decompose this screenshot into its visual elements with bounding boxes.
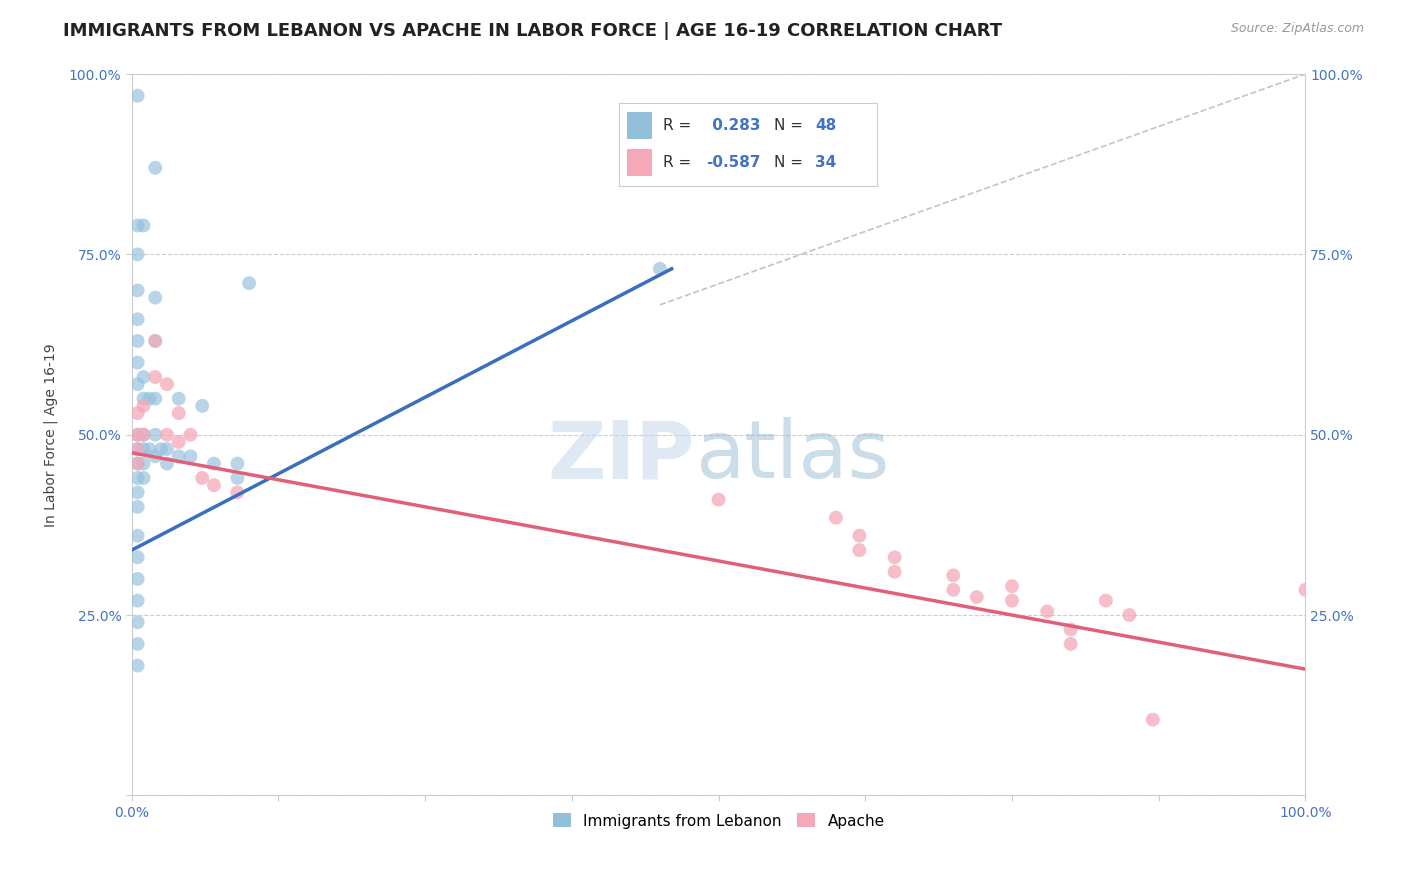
- Point: [127, 550, 149, 565]
- Point: [883, 550, 905, 565]
- Point: [226, 457, 249, 471]
- Point: [238, 277, 260, 291]
- Point: [167, 434, 190, 449]
- Point: [127, 312, 149, 326]
- Point: [179, 450, 201, 464]
- Point: [132, 392, 155, 406]
- Point: [127, 471, 149, 485]
- Point: [1142, 713, 1164, 727]
- Point: [966, 590, 988, 604]
- Text: IMMIGRANTS FROM LEBANON VS APACHE IN LABOR FORCE | AGE 16-19 CORRELATION CHART: IMMIGRANTS FROM LEBANON VS APACHE IN LAB…: [63, 22, 1002, 40]
- Point: [127, 355, 149, 369]
- Point: [150, 442, 173, 457]
- Point: [127, 593, 149, 607]
- Point: [127, 572, 149, 586]
- Point: [191, 471, 214, 485]
- Point: [127, 334, 149, 348]
- Point: [127, 427, 149, 442]
- Point: [127, 500, 149, 514]
- Text: atlas: atlas: [695, 417, 890, 495]
- Point: [132, 370, 155, 384]
- Point: [226, 471, 249, 485]
- Point: [1294, 582, 1316, 597]
- Point: [132, 427, 155, 442]
- Point: [143, 334, 166, 348]
- Point: [138, 392, 160, 406]
- Point: [942, 582, 965, 597]
- Point: [848, 529, 870, 543]
- Point: [132, 471, 155, 485]
- Point: [127, 615, 149, 630]
- Point: [127, 247, 149, 261]
- Point: [648, 261, 671, 276]
- Point: [132, 442, 155, 457]
- Point: [127, 457, 149, 471]
- Point: [132, 219, 155, 233]
- Point: [127, 427, 149, 442]
- Point: [127, 88, 149, 103]
- Point: [179, 427, 201, 442]
- Point: [167, 392, 190, 406]
- Point: [138, 442, 160, 457]
- Point: [202, 478, 225, 492]
- Point: [1060, 623, 1083, 637]
- Point: [127, 658, 149, 673]
- Point: [156, 427, 179, 442]
- Point: [143, 370, 166, 384]
- Point: [1001, 593, 1024, 607]
- Point: [156, 377, 179, 392]
- Point: [942, 568, 965, 582]
- Point: [143, 334, 166, 348]
- Point: [191, 399, 214, 413]
- Y-axis label: In Labor Force | Age 16-19: In Labor Force | Age 16-19: [44, 343, 58, 526]
- Point: [883, 565, 905, 579]
- Point: [127, 457, 149, 471]
- Point: [127, 442, 149, 457]
- Point: [127, 284, 149, 298]
- Text: Source: ZipAtlas.com: Source: ZipAtlas.com: [1230, 22, 1364, 36]
- Point: [143, 450, 166, 464]
- Point: [1095, 593, 1118, 607]
- Point: [167, 450, 190, 464]
- Point: [226, 485, 249, 500]
- Point: [143, 392, 166, 406]
- Point: [825, 510, 848, 524]
- Point: [127, 219, 149, 233]
- Point: [127, 529, 149, 543]
- Point: [143, 427, 166, 442]
- Point: [1060, 637, 1083, 651]
- Point: [127, 406, 149, 420]
- Point: [143, 291, 166, 305]
- Point: [143, 161, 166, 175]
- Point: [127, 485, 149, 500]
- Point: [1001, 579, 1024, 593]
- Point: [127, 442, 149, 457]
- Legend: Immigrants from Lebanon, Apache: Immigrants from Lebanon, Apache: [547, 807, 891, 835]
- Point: [167, 406, 190, 420]
- Point: [127, 377, 149, 392]
- Point: [156, 457, 179, 471]
- Point: [1118, 608, 1140, 623]
- Point: [1036, 604, 1059, 618]
- Point: [132, 427, 155, 442]
- Text: ZIP: ZIP: [548, 417, 695, 495]
- Point: [156, 442, 179, 457]
- Point: [132, 399, 155, 413]
- Point: [707, 492, 730, 507]
- Point: [132, 457, 155, 471]
- Point: [127, 637, 149, 651]
- Point: [848, 543, 870, 558]
- Point: [202, 457, 225, 471]
